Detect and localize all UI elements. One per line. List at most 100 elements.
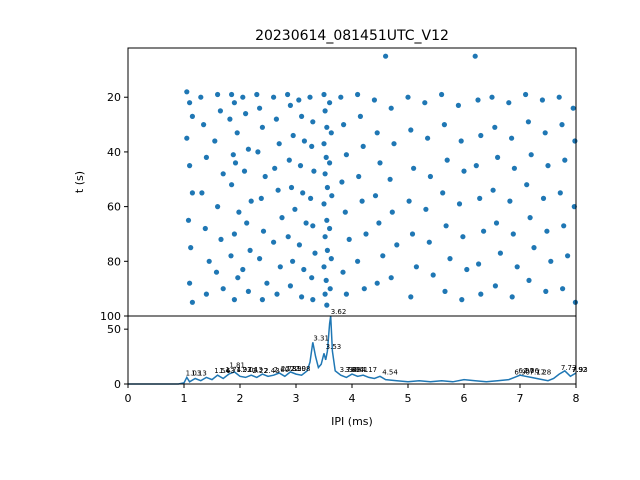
scatter-point bbox=[459, 297, 465, 303]
scatter-point bbox=[475, 97, 481, 103]
scatter-point bbox=[327, 225, 333, 232]
scatter-point bbox=[301, 138, 307, 144]
scatter-point bbox=[299, 294, 305, 300]
ipi-line-panel: 1.031.13 1.541.631.741.811.932.042.132.22… bbox=[107, 308, 588, 428]
scatter-point bbox=[260, 228, 267, 234]
peak-label: 6.90 bbox=[514, 368, 530, 376]
scatter-point bbox=[528, 152, 534, 158]
chart-title: 20230614_081451UTC_V12 bbox=[255, 28, 449, 44]
scatter-panel: 20 40 60 80 100 t (s) bbox=[73, 47, 579, 323]
scatter-point bbox=[495, 154, 501, 160]
scatter-point bbox=[227, 116, 233, 122]
scatter-point bbox=[408, 294, 414, 300]
scatter-point bbox=[220, 286, 226, 292]
scatter-point bbox=[288, 184, 295, 191]
scatter-point bbox=[202, 225, 208, 232]
scatter-point bbox=[310, 119, 316, 125]
scatter-point bbox=[380, 253, 386, 259]
y-tick-label: 60 bbox=[107, 201, 121, 214]
scatter-point bbox=[272, 165, 278, 171]
scatter-point bbox=[490, 187, 496, 193]
scatter-point bbox=[356, 173, 362, 180]
scatter-point bbox=[422, 100, 428, 106]
scatter-point bbox=[562, 157, 568, 163]
x-tick-label: 7 bbox=[517, 392, 524, 405]
scatter-point bbox=[241, 168, 248, 174]
scatter-point bbox=[405, 94, 411, 100]
scatter-point bbox=[296, 97, 302, 103]
scatter-point bbox=[184, 135, 190, 141]
scatter-point bbox=[230, 152, 236, 158]
peak-label: 7.73 bbox=[561, 364, 577, 372]
scatter-point bbox=[543, 288, 549, 294]
peak-label: 2.60 bbox=[274, 366, 290, 374]
scatter-point bbox=[189, 299, 195, 305]
scatter-point bbox=[328, 256, 334, 262]
x-tick-label: 4 bbox=[349, 392, 356, 405]
scatter-point bbox=[243, 111, 249, 117]
scatter-point bbox=[458, 138, 464, 144]
scatter-point bbox=[310, 223, 316, 229]
x-tick-label: 6 bbox=[461, 392, 468, 405]
scatter-point bbox=[461, 168, 467, 174]
peak-label: 1.63 bbox=[219, 367, 235, 375]
x-tick-label: 2 bbox=[237, 392, 244, 405]
scatter-point bbox=[425, 135, 431, 141]
peak-label: 3.31 bbox=[313, 334, 329, 342]
scatter-point bbox=[327, 286, 333, 292]
y-tick-label: 50 bbox=[107, 323, 121, 336]
scatter-point bbox=[321, 201, 327, 207]
peak-label: 2.43 bbox=[264, 367, 280, 375]
peak-label: 3.88 bbox=[345, 366, 361, 374]
scatter-point bbox=[359, 198, 365, 204]
scatter-point bbox=[559, 122, 565, 128]
scatter-point bbox=[343, 152, 349, 158]
scatter-point bbox=[290, 132, 296, 139]
scatter-point bbox=[527, 215, 533, 221]
scatter-point bbox=[507, 198, 513, 204]
scatter-point bbox=[212, 138, 218, 144]
scatter-point bbox=[321, 141, 327, 147]
scatter-point bbox=[524, 182, 530, 188]
scatter-point bbox=[497, 250, 503, 256]
y-tick-label: 0 bbox=[114, 378, 121, 391]
scatter-point bbox=[492, 283, 498, 289]
scatter-point bbox=[244, 220, 250, 226]
scatter-point bbox=[213, 269, 220, 275]
scatter-point bbox=[492, 124, 498, 130]
scatter-point bbox=[229, 91, 235, 98]
peak-label: 2.73 bbox=[281, 365, 297, 373]
scatter-point bbox=[327, 100, 333, 106]
scatter-point bbox=[478, 132, 484, 139]
peak-label: 1.13 bbox=[191, 369, 207, 377]
scatter-point bbox=[234, 130, 240, 136]
scatter-point bbox=[542, 130, 548, 136]
scatter-point bbox=[544, 228, 550, 234]
peak-label: 2.04 bbox=[242, 366, 258, 374]
scatter-point bbox=[324, 247, 330, 253]
ipi-x-ticks: 0 1 2 3 4 5 6 7 8 bbox=[125, 384, 580, 405]
scatter-point bbox=[292, 206, 298, 212]
x-tick-label: 1 bbox=[181, 392, 188, 405]
scatter-point bbox=[346, 236, 352, 242]
scatter-point bbox=[391, 141, 397, 147]
scatter-point bbox=[560, 286, 566, 292]
scatter-point bbox=[277, 264, 283, 270]
x-tick-label: 8 bbox=[573, 392, 580, 405]
scatter-point bbox=[411, 165, 417, 171]
scatter-point bbox=[323, 277, 329, 283]
scatter-point bbox=[440, 190, 446, 196]
peak-label: 1.81 bbox=[229, 362, 245, 370]
scatter-point bbox=[312, 250, 318, 256]
scatter-point bbox=[300, 190, 306, 196]
peak-label: 1.03 bbox=[186, 369, 202, 377]
scatter-point bbox=[442, 288, 448, 294]
scatter-point bbox=[310, 297, 316, 303]
scatter-point bbox=[341, 122, 347, 128]
scatter-point bbox=[455, 102, 461, 108]
scatter-point bbox=[355, 91, 361, 98]
scatter-point bbox=[439, 91, 445, 98]
scatter-point bbox=[327, 160, 333, 166]
